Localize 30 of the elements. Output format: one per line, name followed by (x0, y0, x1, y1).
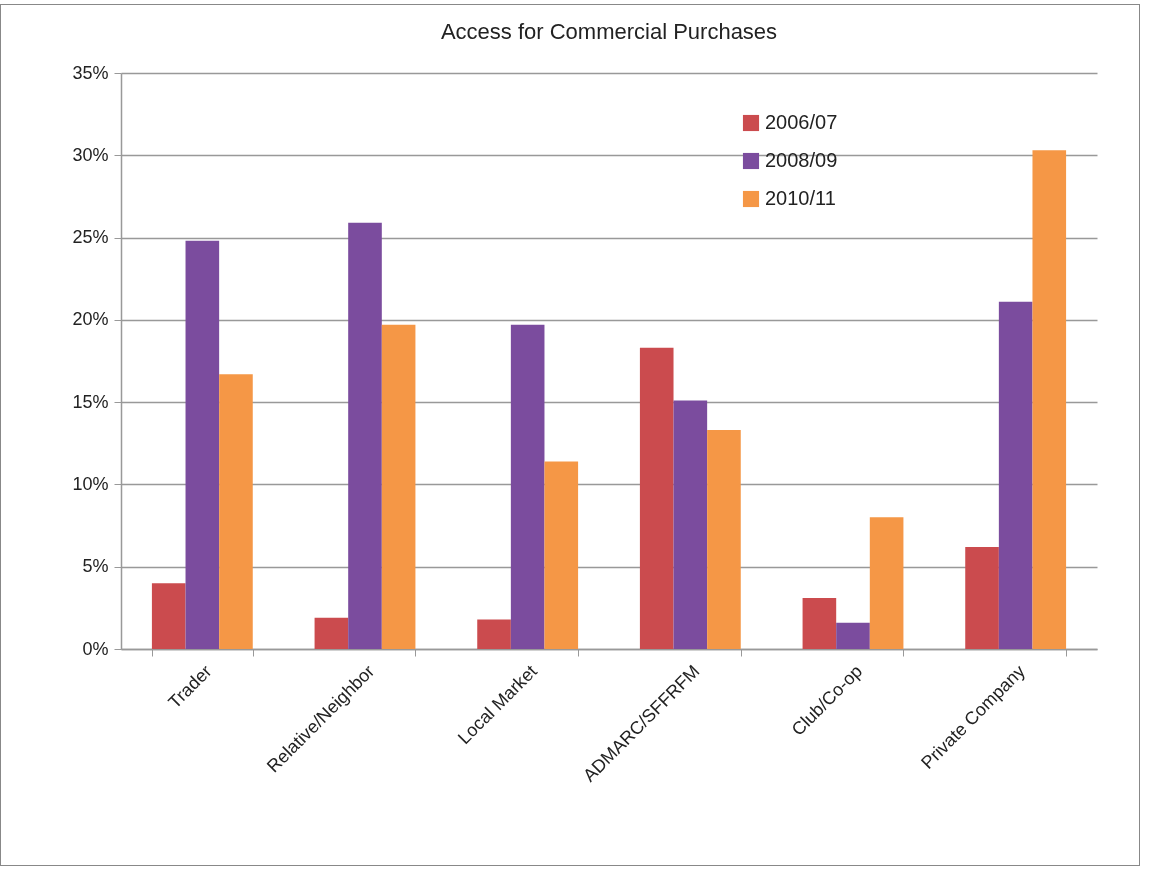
bar (477, 619, 511, 649)
y-tick-label: 35% (72, 62, 109, 83)
bar (869, 517, 904, 649)
bar (707, 430, 741, 649)
bar (348, 222, 382, 649)
bar (673, 400, 708, 649)
bar (1032, 150, 1067, 649)
y-tick-label: 25% (72, 227, 109, 248)
y-tick-label: 0% (82, 638, 109, 659)
bar (185, 240, 220, 649)
bar (510, 324, 545, 649)
legend-label: 2006/07 (765, 111, 838, 133)
bar (544, 461, 579, 649)
y-tick-label: 20% (72, 309, 109, 330)
bar (639, 347, 674, 649)
bar (219, 374, 253, 649)
y-tick-label: 10% (72, 473, 109, 494)
bar (998, 301, 1033, 649)
chart-title: Access for Commercial Purchases (440, 19, 778, 44)
bar (151, 583, 186, 649)
legend-label: 2008/09 (765, 149, 838, 171)
bar (314, 617, 349, 649)
y-tick-label: 5% (82, 556, 109, 577)
bar (965, 546, 999, 649)
bar (802, 597, 837, 649)
bar (836, 622, 870, 649)
y-tick-label: 30% (72, 144, 109, 165)
bar (381, 324, 416, 649)
y-tick-label: 15% (72, 391, 109, 412)
legend-label: 2010/11 (765, 187, 836, 209)
